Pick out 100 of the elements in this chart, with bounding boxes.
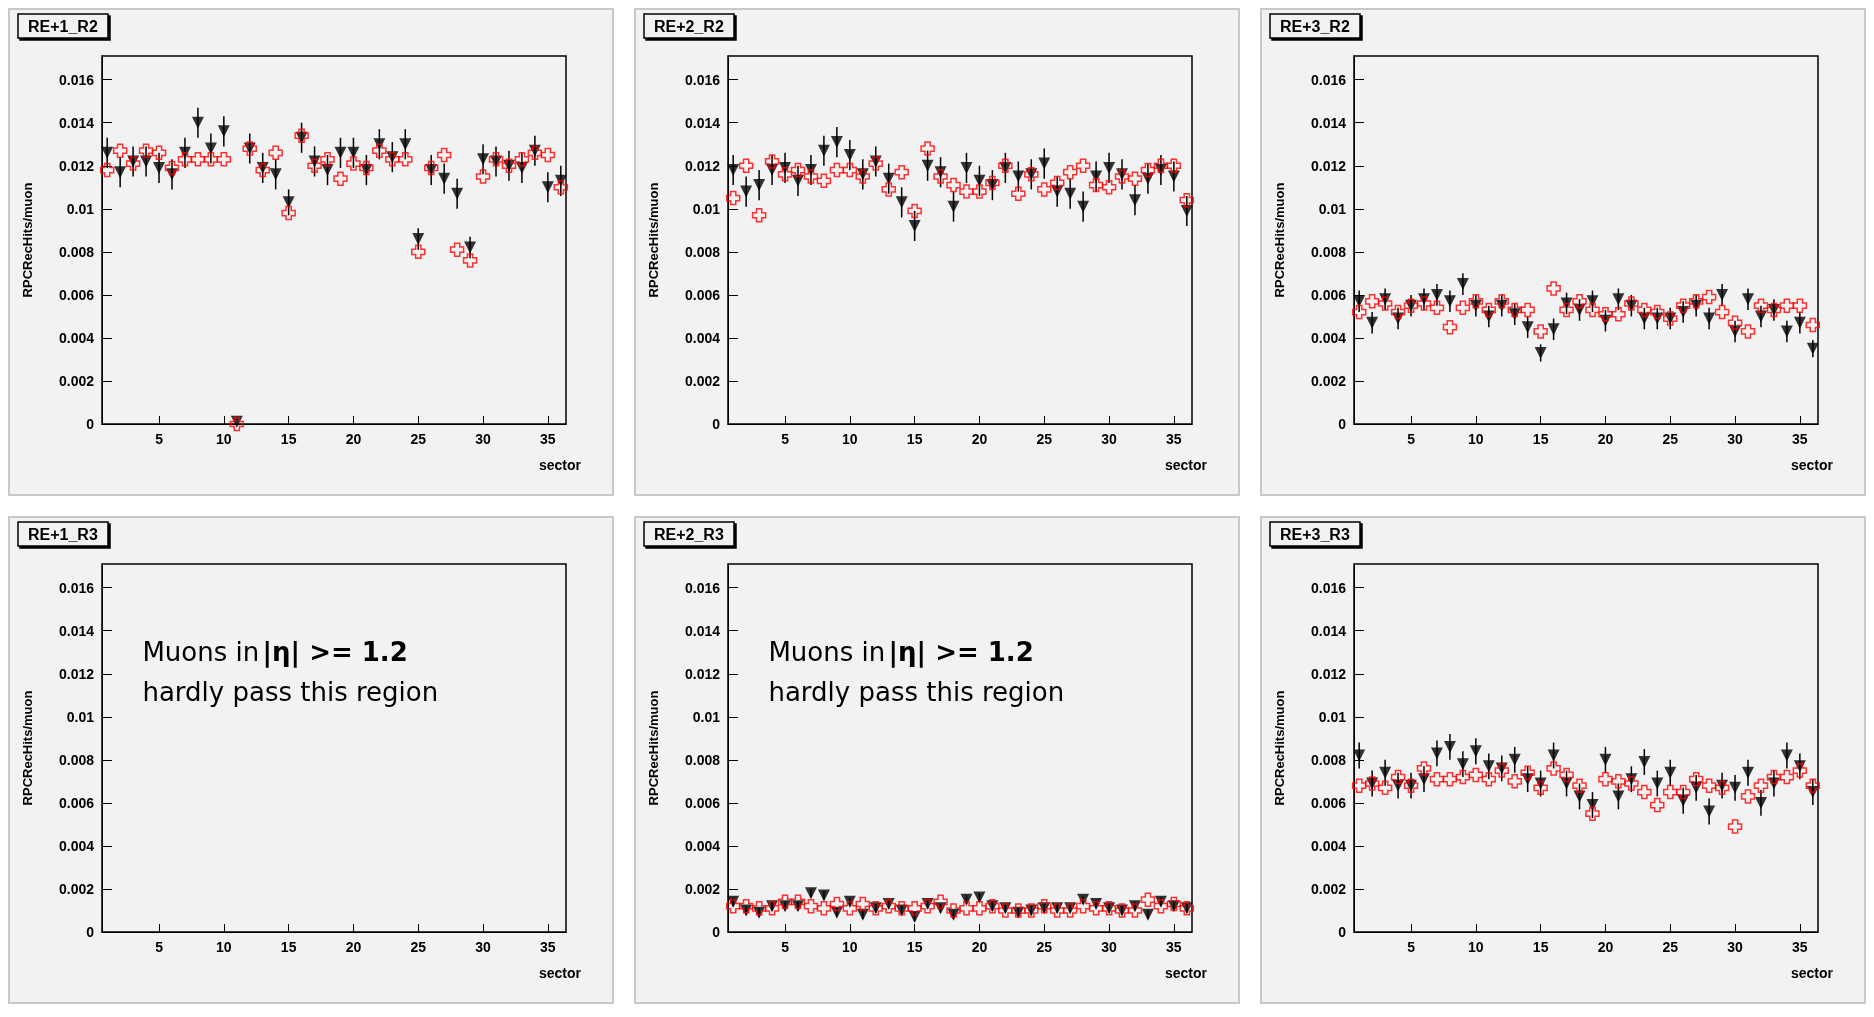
point [803,169,819,184]
y-axis-title: RPCRecHits/muon [20,690,35,806]
point [907,203,922,219]
point [933,169,948,184]
y-axis-title: RPCRecHits/muon [1272,182,1287,298]
y-tick-label: 0.01 [692,200,721,217]
point [1443,740,1456,753]
x-tick-label: 10 [842,431,858,447]
point [423,160,439,176]
y-tick-label: 0.008 [684,751,721,768]
point [946,903,961,918]
point [1520,302,1535,318]
y-axis-title: RPCRecHits/muon [646,182,661,298]
point [960,161,973,174]
x-tick-label: 30 [475,431,492,447]
x-tick-label: 10 [1468,939,1484,955]
x-tick-label: 25 [1662,431,1679,447]
x-tick-label: 30 [1727,939,1744,955]
annotation: hardly pass this region [142,677,439,707]
point [153,161,166,174]
y-tick-label: 0.016 [1310,71,1347,88]
point [1101,180,1117,195]
x-tick-label: 25 [410,431,427,447]
point [1469,745,1482,758]
point [1507,774,1522,789]
y-tick-label: 0.002 [1310,880,1347,897]
point [1806,342,1819,355]
y-tick-label: 0.01 [66,200,95,217]
point [372,143,387,158]
point [1377,780,1393,796]
point [449,242,465,257]
point [1793,316,1806,329]
point [1664,766,1677,779]
point [1038,157,1051,170]
point [829,896,845,912]
point [817,144,830,157]
point [1153,898,1169,914]
point [1037,898,1052,914]
point [1442,771,1458,787]
point [1780,325,1793,338]
point [972,901,987,916]
point [804,887,817,900]
chart-title: RE+3_R3 [1280,525,1350,543]
y-tick-label: 0.014 [684,622,721,639]
x-tick-label: 25 [1036,431,1053,447]
chart-title: RE+2_R3 [654,525,724,543]
point [985,175,1000,191]
point [1364,294,1380,309]
point [268,145,283,161]
point [553,180,569,195]
point [1727,819,1743,834]
point [216,152,232,167]
y-tick-label: 0.006 [1310,794,1347,811]
x-axis-title: sector [1164,965,1208,981]
point [398,152,413,167]
point [1416,761,1432,776]
point [269,168,282,181]
point [740,185,753,198]
y-tick-label: 0.004 [684,329,721,346]
y-tick-label: 0.014 [1310,622,1347,639]
x-tick-label: 20 [971,939,988,955]
point [751,901,767,916]
point [855,896,871,912]
y-tick-label: 0.004 [1310,329,1347,346]
x-tick-label: 30 [475,939,492,955]
point [1701,778,1717,793]
y-tick-label: 0 [86,416,95,432]
point [1637,302,1652,318]
point [1703,805,1716,818]
point [514,152,530,167]
point [1611,774,1626,789]
point [1011,186,1026,201]
x-tick-label: 15 [1532,939,1549,955]
y-tick-label: 0.006 [58,794,95,811]
point [1546,761,1561,776]
x-tick-label: 35 [540,431,556,447]
point [1429,300,1445,316]
point [1481,302,1497,318]
y-tick-label: 0.014 [1310,114,1347,131]
point [1166,158,1182,173]
point [1088,901,1104,916]
point [1140,162,1156,178]
point [1585,806,1600,821]
point [803,898,819,914]
point [438,172,451,185]
y-tick-label: 0.002 [684,372,721,389]
x-tick-label: 25 [1036,939,1053,955]
point [1507,302,1522,318]
point [777,894,793,910]
y-axis-title: RPCRecHits/muon [1272,690,1287,806]
point [738,898,754,914]
point [920,141,935,156]
point [921,159,934,172]
point [725,190,741,206]
x-axis-title: sector [1790,965,1834,981]
point [1688,771,1704,787]
point [1012,170,1025,183]
y-tick-label: 0.012 [1310,157,1347,174]
point [1429,771,1445,787]
point [1754,796,1767,809]
